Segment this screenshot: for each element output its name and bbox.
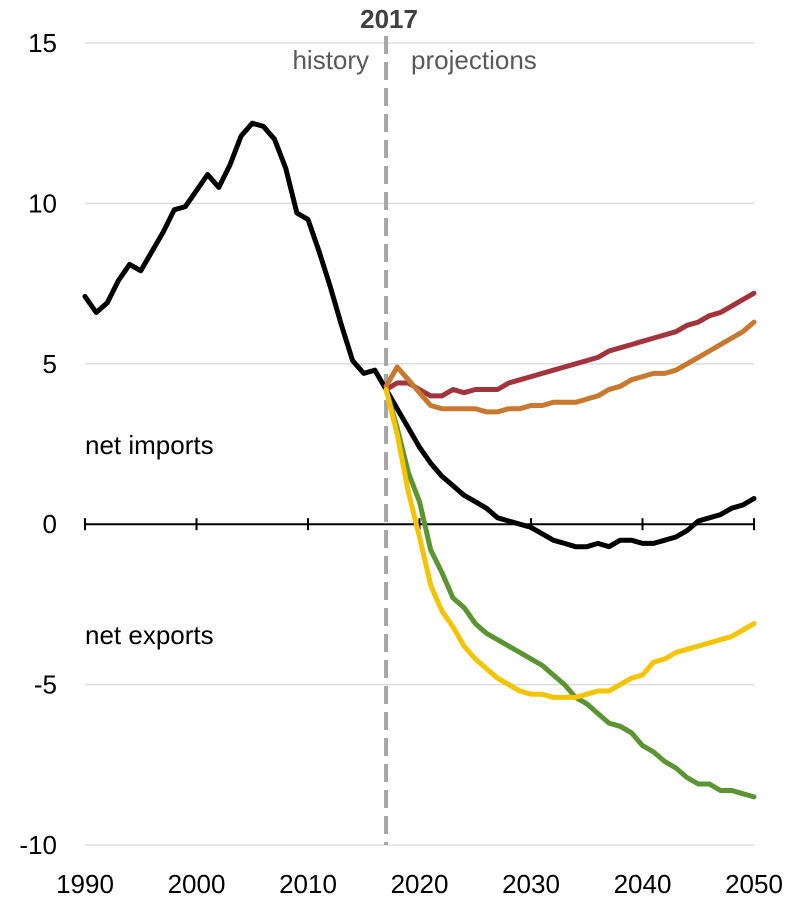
series-lines: [82, 120, 757, 800]
y-tick-label: -5: [34, 670, 57, 700]
x-tick-label: 2050: [725, 869, 783, 899]
net-imports-label: net imports: [85, 430, 214, 460]
history-label: history: [292, 45, 369, 75]
series-line-yellow: [383, 387, 757, 700]
y-tick-label: 5: [43, 349, 57, 379]
series-line-history: [82, 120, 757, 550]
y-tick-label: -10: [19, 830, 57, 860]
net-exports-label: net exports: [85, 620, 214, 650]
y-tick-label: 15: [28, 28, 57, 58]
y-tick-label: 10: [28, 188, 57, 218]
x-tick-label: 2020: [391, 869, 449, 899]
x-tick-label: 2030: [502, 869, 560, 899]
year-marker-label: 2017: [360, 4, 418, 34]
x-tick-label: 2040: [614, 869, 672, 899]
series-line-orange: [383, 319, 757, 415]
x-tick-label: 2000: [168, 869, 226, 899]
projections-label: projections: [411, 45, 537, 75]
series-line-red: [383, 290, 757, 399]
y-tick-label: 0: [43, 509, 57, 539]
gridlines: [85, 42, 754, 846]
x-axis-tick-labels: 1990 2000 2010 2020 2030 2040 2050: [56, 869, 783, 899]
x-tick-label: 2010: [279, 869, 337, 899]
y-axis-tick-labels: 15 10 5 0 -5 -10: [19, 28, 57, 860]
x-tick-label: 1990: [56, 869, 114, 899]
series-line-green: [383, 387, 757, 800]
